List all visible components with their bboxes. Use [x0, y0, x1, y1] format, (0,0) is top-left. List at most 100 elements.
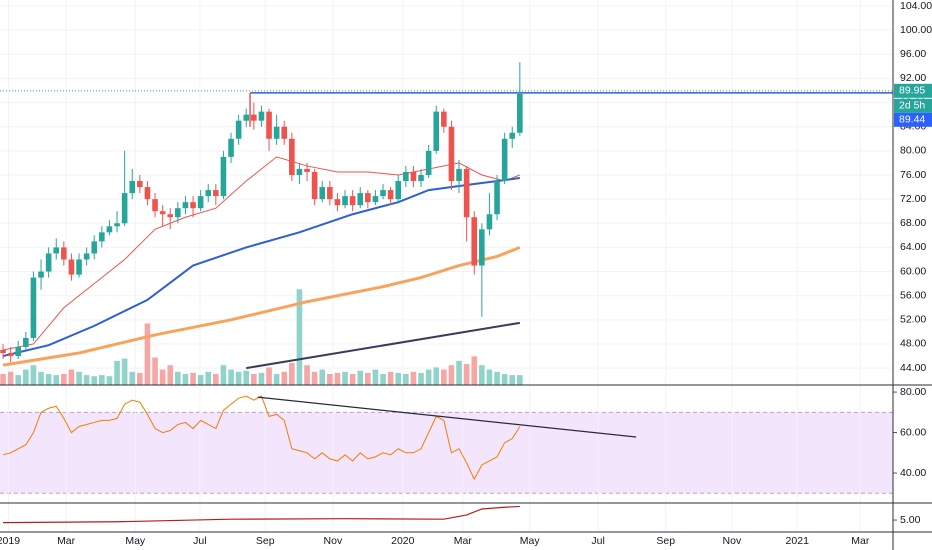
candle-body	[182, 202, 189, 209]
x-tick-label: 2019	[0, 535, 20, 547]
volume-bar	[45, 374, 52, 385]
volume-bar	[76, 371, 82, 385]
candle-body	[15, 346, 22, 357]
volume-bar	[418, 372, 424, 385]
y-tick-label: 100.00	[900, 24, 932, 36]
x-tick-label: Sep	[256, 535, 275, 547]
candle-body	[479, 229, 485, 266]
y-tick-label: 96.00	[900, 48, 926, 60]
price-label: 89.44	[899, 114, 925, 126]
rsi-trendline	[257, 396, 637, 438]
volume-bar	[509, 375, 516, 385]
candle-body	[68, 259, 75, 275]
volume-bar	[289, 363, 295, 385]
volume-bar	[387, 371, 394, 385]
candle-body	[387, 190, 394, 200]
volume-bar	[38, 371, 44, 385]
candle-body	[501, 138, 508, 182]
volume-bar	[243, 370, 250, 385]
candle-body	[304, 168, 310, 172]
candle-body	[167, 214, 174, 218]
countdown-label: 2d 5h	[899, 100, 925, 112]
moving-average	[2, 177, 520, 358]
candle-body	[319, 187, 326, 200]
candle-body	[448, 126, 455, 182]
candle-body	[152, 199, 158, 212]
volume-bar	[83, 375, 90, 385]
x-tick-label: Jul	[591, 535, 604, 547]
candle-body	[456, 168, 462, 182]
candle-body	[76, 259, 82, 275]
volume-bar	[479, 365, 485, 385]
candle-body	[7, 353, 14, 357]
y-tick-label: 68.00	[900, 217, 926, 229]
candle-body	[486, 214, 493, 230]
y-tick-label: 72.00	[900, 193, 926, 205]
candle-body	[251, 114, 257, 121]
volume-bar	[68, 369, 75, 385]
x-tick-label: Sep	[656, 535, 675, 547]
rsi-tick-label: 40.00	[900, 467, 926, 479]
rsi-band	[0, 412, 893, 494]
volume-bar	[121, 358, 128, 385]
candle-body	[418, 175, 424, 182]
candle-body	[342, 196, 348, 206]
candle-body	[410, 171, 417, 182]
volume-bar	[471, 356, 478, 385]
volume-bar	[403, 374, 409, 385]
candle-body	[205, 190, 212, 197]
volume-bar	[448, 365, 455, 385]
volume-bar	[0, 374, 6, 385]
price-label-bg	[894, 112, 932, 127]
candle-body	[235, 120, 242, 139]
candle-body	[213, 190, 219, 197]
volume-bar	[213, 374, 219, 385]
candle-body	[281, 126, 288, 139]
volume-bar	[365, 372, 371, 385]
candle-body	[395, 181, 402, 200]
candle-body	[99, 232, 105, 242]
volume-bar	[30, 365, 37, 385]
volume-bar	[433, 367, 440, 385]
volume-bar	[7, 371, 14, 385]
volume-bar	[425, 369, 432, 385]
volume-bar	[251, 374, 257, 385]
volume-bar	[296, 289, 303, 385]
pane3-line	[3, 505, 520, 524]
volume-bar	[342, 371, 348, 385]
x-tick-label: Jul	[193, 535, 206, 547]
candle-body	[433, 111, 440, 151]
y-tick-label: 52.00	[900, 314, 926, 326]
rsi-line	[2, 395, 521, 481]
volume-bar	[501, 374, 508, 385]
pane3-tick-label: 5.00	[900, 514, 921, 526]
candle-body	[380, 190, 386, 197]
volume-bar	[53, 375, 60, 385]
volume-bar	[266, 367, 272, 385]
candle-body	[114, 223, 120, 227]
y-tick-label: 92.00	[900, 72, 926, 84]
volume-bar	[327, 374, 333, 385]
candle-body	[273, 126, 280, 139]
candle-body	[144, 187, 151, 200]
candle-body	[357, 193, 364, 206]
candle-body	[175, 208, 181, 218]
candle-body	[509, 132, 516, 139]
candle-body	[296, 168, 303, 175]
volume-bar	[175, 371, 181, 385]
volume-bar	[395, 372, 402, 385]
y-tick-label: 76.00	[900, 169, 926, 181]
volume-bar	[159, 369, 166, 385]
candle-body	[30, 277, 37, 338]
volume-bar	[23, 369, 29, 385]
x-tick-label: Mar	[454, 535, 473, 547]
candle-body	[0, 350, 6, 354]
volume-bar	[190, 372, 196, 385]
y-tick-label: 104.00	[900, 0, 932, 12]
candle-body	[403, 171, 409, 182]
volume-bar	[167, 365, 174, 385]
candle-body	[220, 156, 227, 197]
candle-body	[471, 217, 478, 266]
x-tick-label: Mar	[57, 535, 76, 547]
